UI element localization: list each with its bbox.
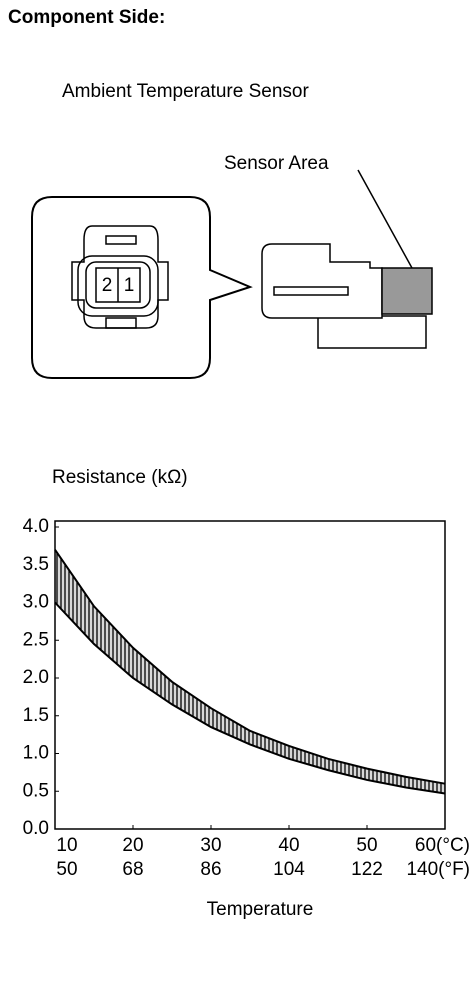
x-tick-label: 104 [273, 859, 305, 880]
x-tick-label: 50 [356, 835, 377, 856]
band-edge [54, 549, 446, 785]
y-tick-label: 1.5 [23, 705, 49, 726]
chart: Resistance (kΩ) Temperature 0.0 0.5 1.0 1.5 2.… [23, 467, 470, 920]
pin-label: 1 [124, 275, 135, 296]
y-tick-label: 3.5 [23, 554, 49, 575]
x-tick-label: 40 [278, 835, 299, 856]
x-tick-label: 140(°F) [406, 859, 470, 880]
y-tick-label: 0.0 [23, 818, 49, 839]
y-tick-label: 2.0 [23, 667, 49, 688]
x-axis-title: Temperature [207, 899, 314, 920]
x-tick-label: 68 [122, 859, 143, 880]
y-tick-label: 3.0 [23, 592, 49, 613]
x-tick-label: 50 [56, 859, 77, 880]
callout-bubble [31, 196, 253, 379]
page-title: Component Side: [8, 7, 165, 28]
y-tick-label: 2.5 [23, 629, 49, 650]
band-fill [55, 549, 445, 794]
leader-line [357, 169, 413, 269]
plot-frame [54, 520, 446, 830]
y-tick-label: 1.0 [23, 743, 49, 764]
pin-label: 2 [102, 275, 113, 296]
x-tick-label: 10 [56, 835, 77, 856]
x-tick-label: 60(°C) [415, 835, 470, 856]
sensor-body [261, 243, 433, 349]
x-tick-label: 122 [351, 859, 383, 880]
y-tick-label: 0.5 [23, 780, 49, 801]
x-tick-label: 86 [200, 859, 221, 880]
x-tick-label: 30 [200, 835, 221, 856]
callout-label: Sensor Area [224, 153, 329, 174]
diagram-title: Ambient Temperature Sensor [62, 81, 309, 102]
band-edge [54, 601, 446, 795]
y-tick-label: 4.0 [23, 516, 49, 537]
y-axis-title: Resistance (kΩ) [52, 467, 188, 488]
connector-face [71, 225, 169, 329]
x-tick-label: 20 [122, 835, 143, 856]
